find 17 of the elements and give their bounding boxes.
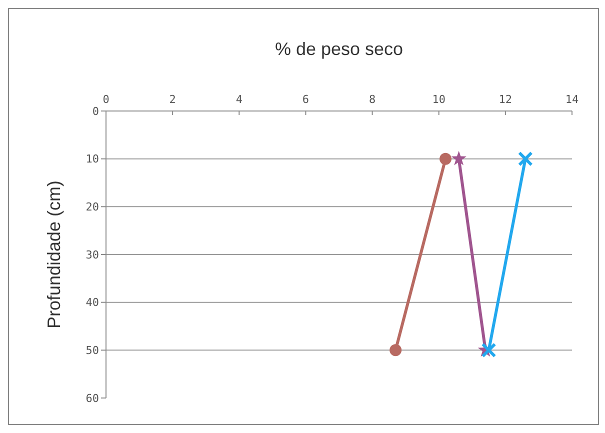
x-axis-title: % de peso seco xyxy=(274,39,404,59)
y-tick-label: 0 xyxy=(92,104,99,118)
y-axis-title: Profundidade (cm) xyxy=(44,180,64,329)
x-tick-label: 6 xyxy=(302,93,310,106)
y-tick-label: 20 xyxy=(86,200,99,214)
y-tick-label: 50 xyxy=(86,344,99,358)
x-tick-label: 4 xyxy=(236,93,243,106)
x-tick-label: 10 xyxy=(432,93,446,106)
x-tick-label: 12 xyxy=(498,93,512,106)
y-tick-label: 40 xyxy=(86,296,99,310)
x-tick-label: 0 xyxy=(102,93,110,106)
x-tick-label: 2 xyxy=(169,93,176,106)
y-tick-label: 60 xyxy=(86,392,99,405)
x-tick-label: 14 xyxy=(565,93,579,106)
y-tick-label: 10 xyxy=(86,152,99,166)
x-tick-label: 8 xyxy=(368,93,376,106)
y-tick-label: 30 xyxy=(86,248,99,262)
